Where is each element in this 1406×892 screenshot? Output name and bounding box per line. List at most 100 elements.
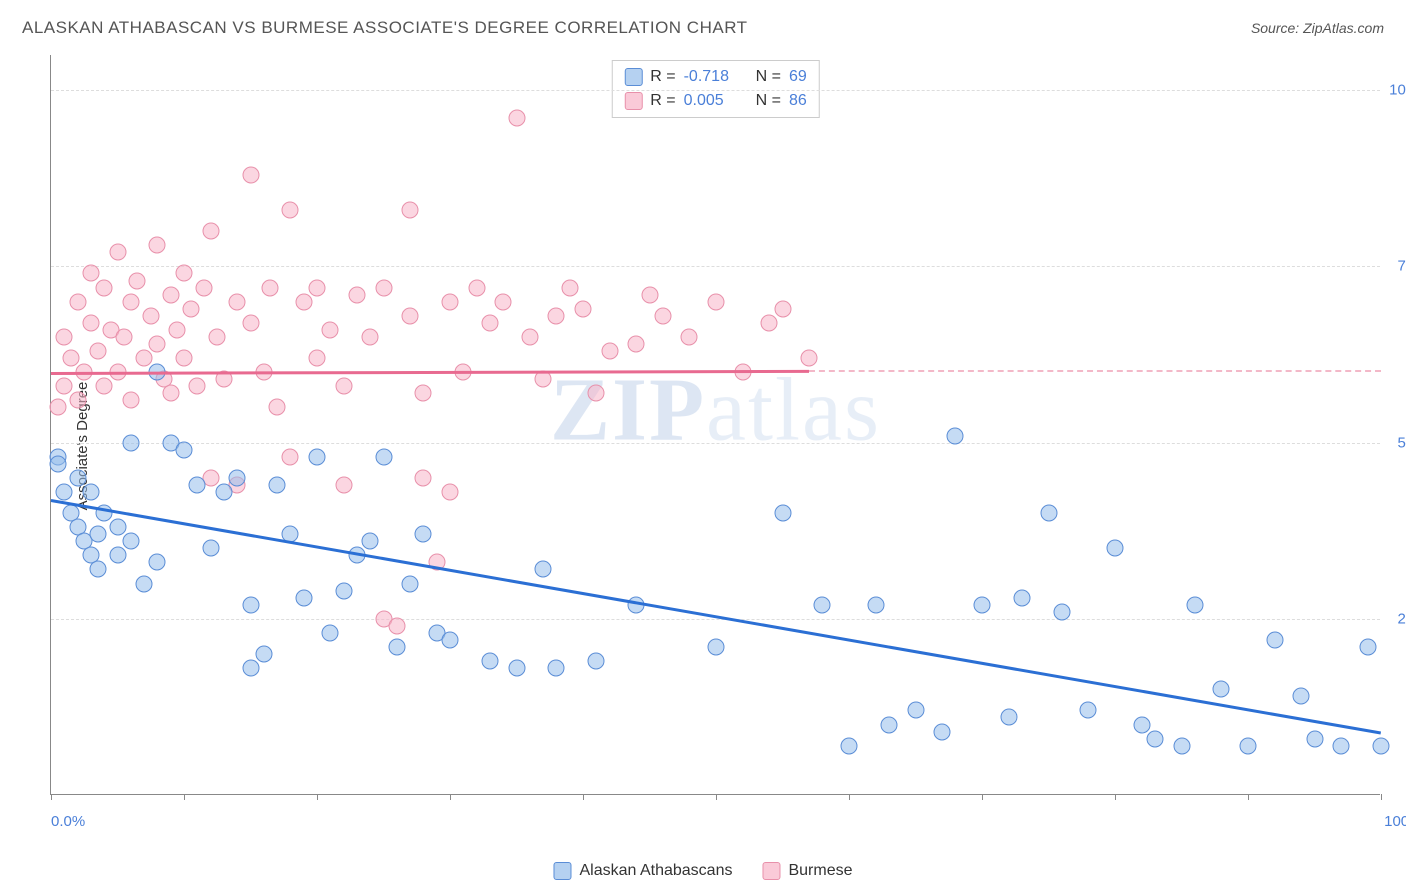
data-point (402, 202, 419, 219)
data-point (149, 237, 166, 254)
data-point (641, 286, 658, 303)
data-point (269, 476, 286, 493)
data-point (588, 385, 605, 402)
legend-item-pink: Burmese (762, 862, 852, 880)
data-point (535, 561, 552, 578)
data-point (548, 660, 565, 677)
data-point (481, 314, 498, 331)
n-value-blue: 69 (789, 65, 807, 89)
watermark: ZIPatlas (550, 358, 881, 461)
data-point (136, 350, 153, 367)
data-point (1013, 589, 1030, 606)
y-tick-label: 75.0% (1385, 258, 1406, 275)
data-point (907, 702, 924, 719)
data-point (309, 350, 326, 367)
chart-title: ALASKAN ATHABASCAN VS BURMESE ASSOCIATE'… (22, 18, 748, 38)
swatch-blue (624, 68, 642, 86)
data-point (375, 279, 392, 296)
data-point (195, 279, 212, 296)
data-point (508, 110, 525, 127)
data-point (82, 314, 99, 331)
data-point (229, 293, 246, 310)
data-point (182, 300, 199, 317)
data-point (575, 300, 592, 317)
data-point (49, 455, 66, 472)
data-point (169, 321, 186, 338)
data-point (269, 399, 286, 416)
data-point (880, 716, 897, 733)
data-point (774, 505, 791, 522)
legend-item-blue: Alaskan Athabascans (553, 862, 732, 880)
data-point (628, 335, 645, 352)
data-point (109, 547, 126, 564)
gridline (51, 619, 1380, 620)
data-point (82, 483, 99, 500)
data-point (1133, 716, 1150, 733)
data-point (309, 279, 326, 296)
data-point (761, 314, 778, 331)
x-tick (317, 794, 318, 800)
data-point (189, 378, 206, 395)
data-point (654, 307, 671, 324)
data-point (242, 596, 259, 613)
data-point (1373, 737, 1390, 754)
y-tick-label: 25.0% (1385, 610, 1406, 627)
data-point (335, 476, 352, 493)
data-point (129, 272, 146, 289)
data-point (934, 723, 951, 740)
data-point (442, 483, 459, 500)
data-point (974, 596, 991, 613)
data-point (1000, 709, 1017, 726)
data-point (189, 476, 206, 493)
r-value-blue: -0.718 (684, 65, 742, 89)
data-point (1080, 702, 1097, 719)
gridline (51, 443, 1380, 444)
n-label: N = (756, 89, 781, 113)
data-point (262, 279, 279, 296)
data-point (122, 533, 139, 550)
data-point (481, 653, 498, 670)
data-point (1173, 737, 1190, 754)
data-point (1293, 688, 1310, 705)
data-point (708, 639, 725, 656)
data-point (1186, 596, 1203, 613)
data-point (69, 293, 86, 310)
data-point (535, 371, 552, 388)
data-point (774, 300, 791, 317)
data-point (415, 526, 432, 543)
legend-label-pink: Burmese (788, 862, 852, 880)
data-point (335, 582, 352, 599)
data-point (116, 328, 133, 345)
data-point (442, 293, 459, 310)
data-point (867, 596, 884, 613)
source-label: Source: ZipAtlas.com (1251, 20, 1384, 36)
data-point (162, 286, 179, 303)
data-point (1146, 730, 1163, 747)
data-point (402, 575, 419, 592)
data-point (521, 328, 538, 345)
data-point (255, 646, 272, 663)
n-value-pink: 86 (789, 89, 807, 113)
data-point (841, 737, 858, 754)
data-point (388, 617, 405, 634)
x-tick (583, 794, 584, 800)
data-point (136, 575, 153, 592)
data-point (109, 244, 126, 261)
data-point (708, 293, 725, 310)
data-point (442, 631, 459, 648)
data-point (109, 519, 126, 536)
data-point (69, 469, 86, 486)
trend-line (809, 370, 1381, 372)
x-tick (1115, 794, 1116, 800)
data-point (209, 328, 226, 345)
data-point (495, 293, 512, 310)
data-point (415, 385, 432, 402)
n-label: N = (756, 65, 781, 89)
data-point (229, 469, 246, 486)
data-point (415, 469, 432, 486)
swatch-pink (762, 862, 780, 880)
r-label: R = (650, 65, 675, 89)
data-point (282, 448, 299, 465)
data-point (1240, 737, 1257, 754)
gridline (51, 90, 1380, 91)
